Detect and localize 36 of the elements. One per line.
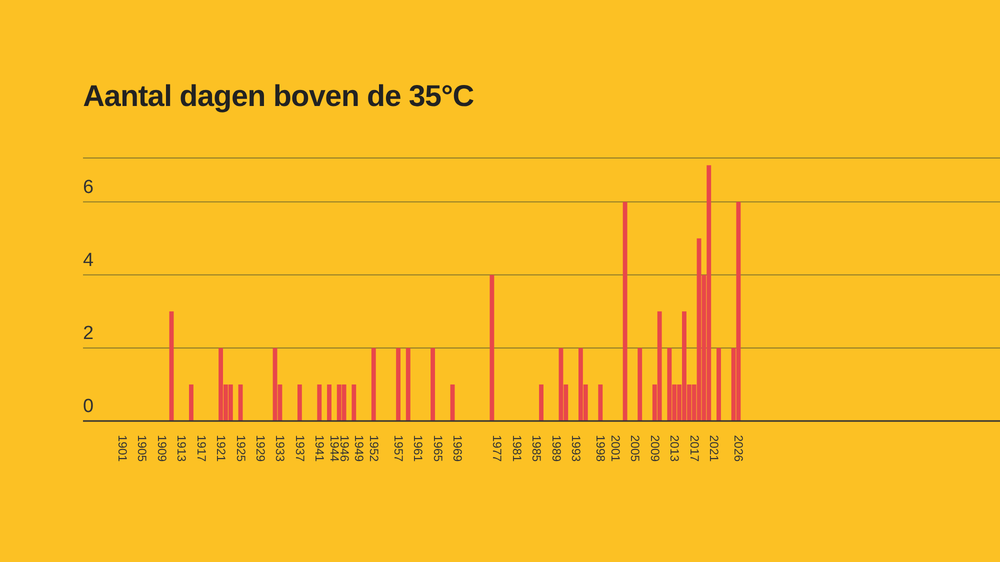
x-tick-label: 1941 — [312, 435, 327, 462]
x-tick-label: 1917 — [194, 435, 208, 462]
x-tick-label: 1961 — [411, 435, 426, 462]
x-tick-label: 1905 — [135, 435, 150, 462]
x-tick-label: 1944 — [327, 435, 342, 462]
x-tick-label: 1949 — [352, 435, 366, 462]
y-tick-label: 2 — [83, 322, 94, 344]
x-tick-label: 1965 — [430, 435, 445, 462]
x-tick-label: 1925 — [234, 435, 248, 462]
x-tick-label: 2001 — [608, 435, 622, 462]
x-tick-label: 1929 — [253, 435, 268, 462]
x-tick-label: 1909 — [154, 435, 169, 462]
y-tick-label: 4 — [83, 250, 94, 271]
chart-title: Aantal dagen boven de 35°C — [83, 80, 474, 114]
x-tick-label: 1901 — [115, 435, 130, 462]
x-tick-label: 1998 — [594, 435, 608, 462]
x-tick-label: 1969 — [450, 435, 465, 462]
x-tick-label: 2005 — [628, 435, 642, 462]
x-tick-label: 2017 — [687, 435, 702, 462]
x-tick-label: 1989 — [549, 435, 564, 462]
x-tick-label: 1977 — [490, 435, 504, 462]
x-tick-label: 1921 — [214, 435, 228, 462]
x-tick-label: 1913 — [174, 435, 189, 462]
x-tick-label: 1933 — [273, 435, 288, 462]
x-tick-label: 2021 — [707, 435, 722, 462]
x-tick-label: 1993 — [569, 435, 584, 462]
y-tick-label: 0 — [83, 396, 94, 417]
x-tick-label: 2009 — [648, 435, 662, 462]
x-tick-label: 2013 — [668, 435, 682, 462]
x-tick-label: 2026 — [732, 435, 746, 462]
y-tick-label: 6 — [83, 176, 94, 198]
x-tick-label: 1985 — [530, 435, 544, 462]
x-tick-label: 1937 — [292, 435, 307, 462]
x-tick-label: 1981 — [510, 435, 524, 462]
x-tick-label: 1952 — [366, 435, 381, 462]
x-tick-label: 1957 — [392, 435, 406, 462]
